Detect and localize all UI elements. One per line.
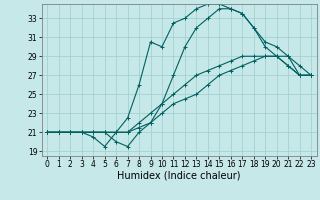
- X-axis label: Humidex (Indice chaleur): Humidex (Indice chaleur): [117, 171, 241, 181]
